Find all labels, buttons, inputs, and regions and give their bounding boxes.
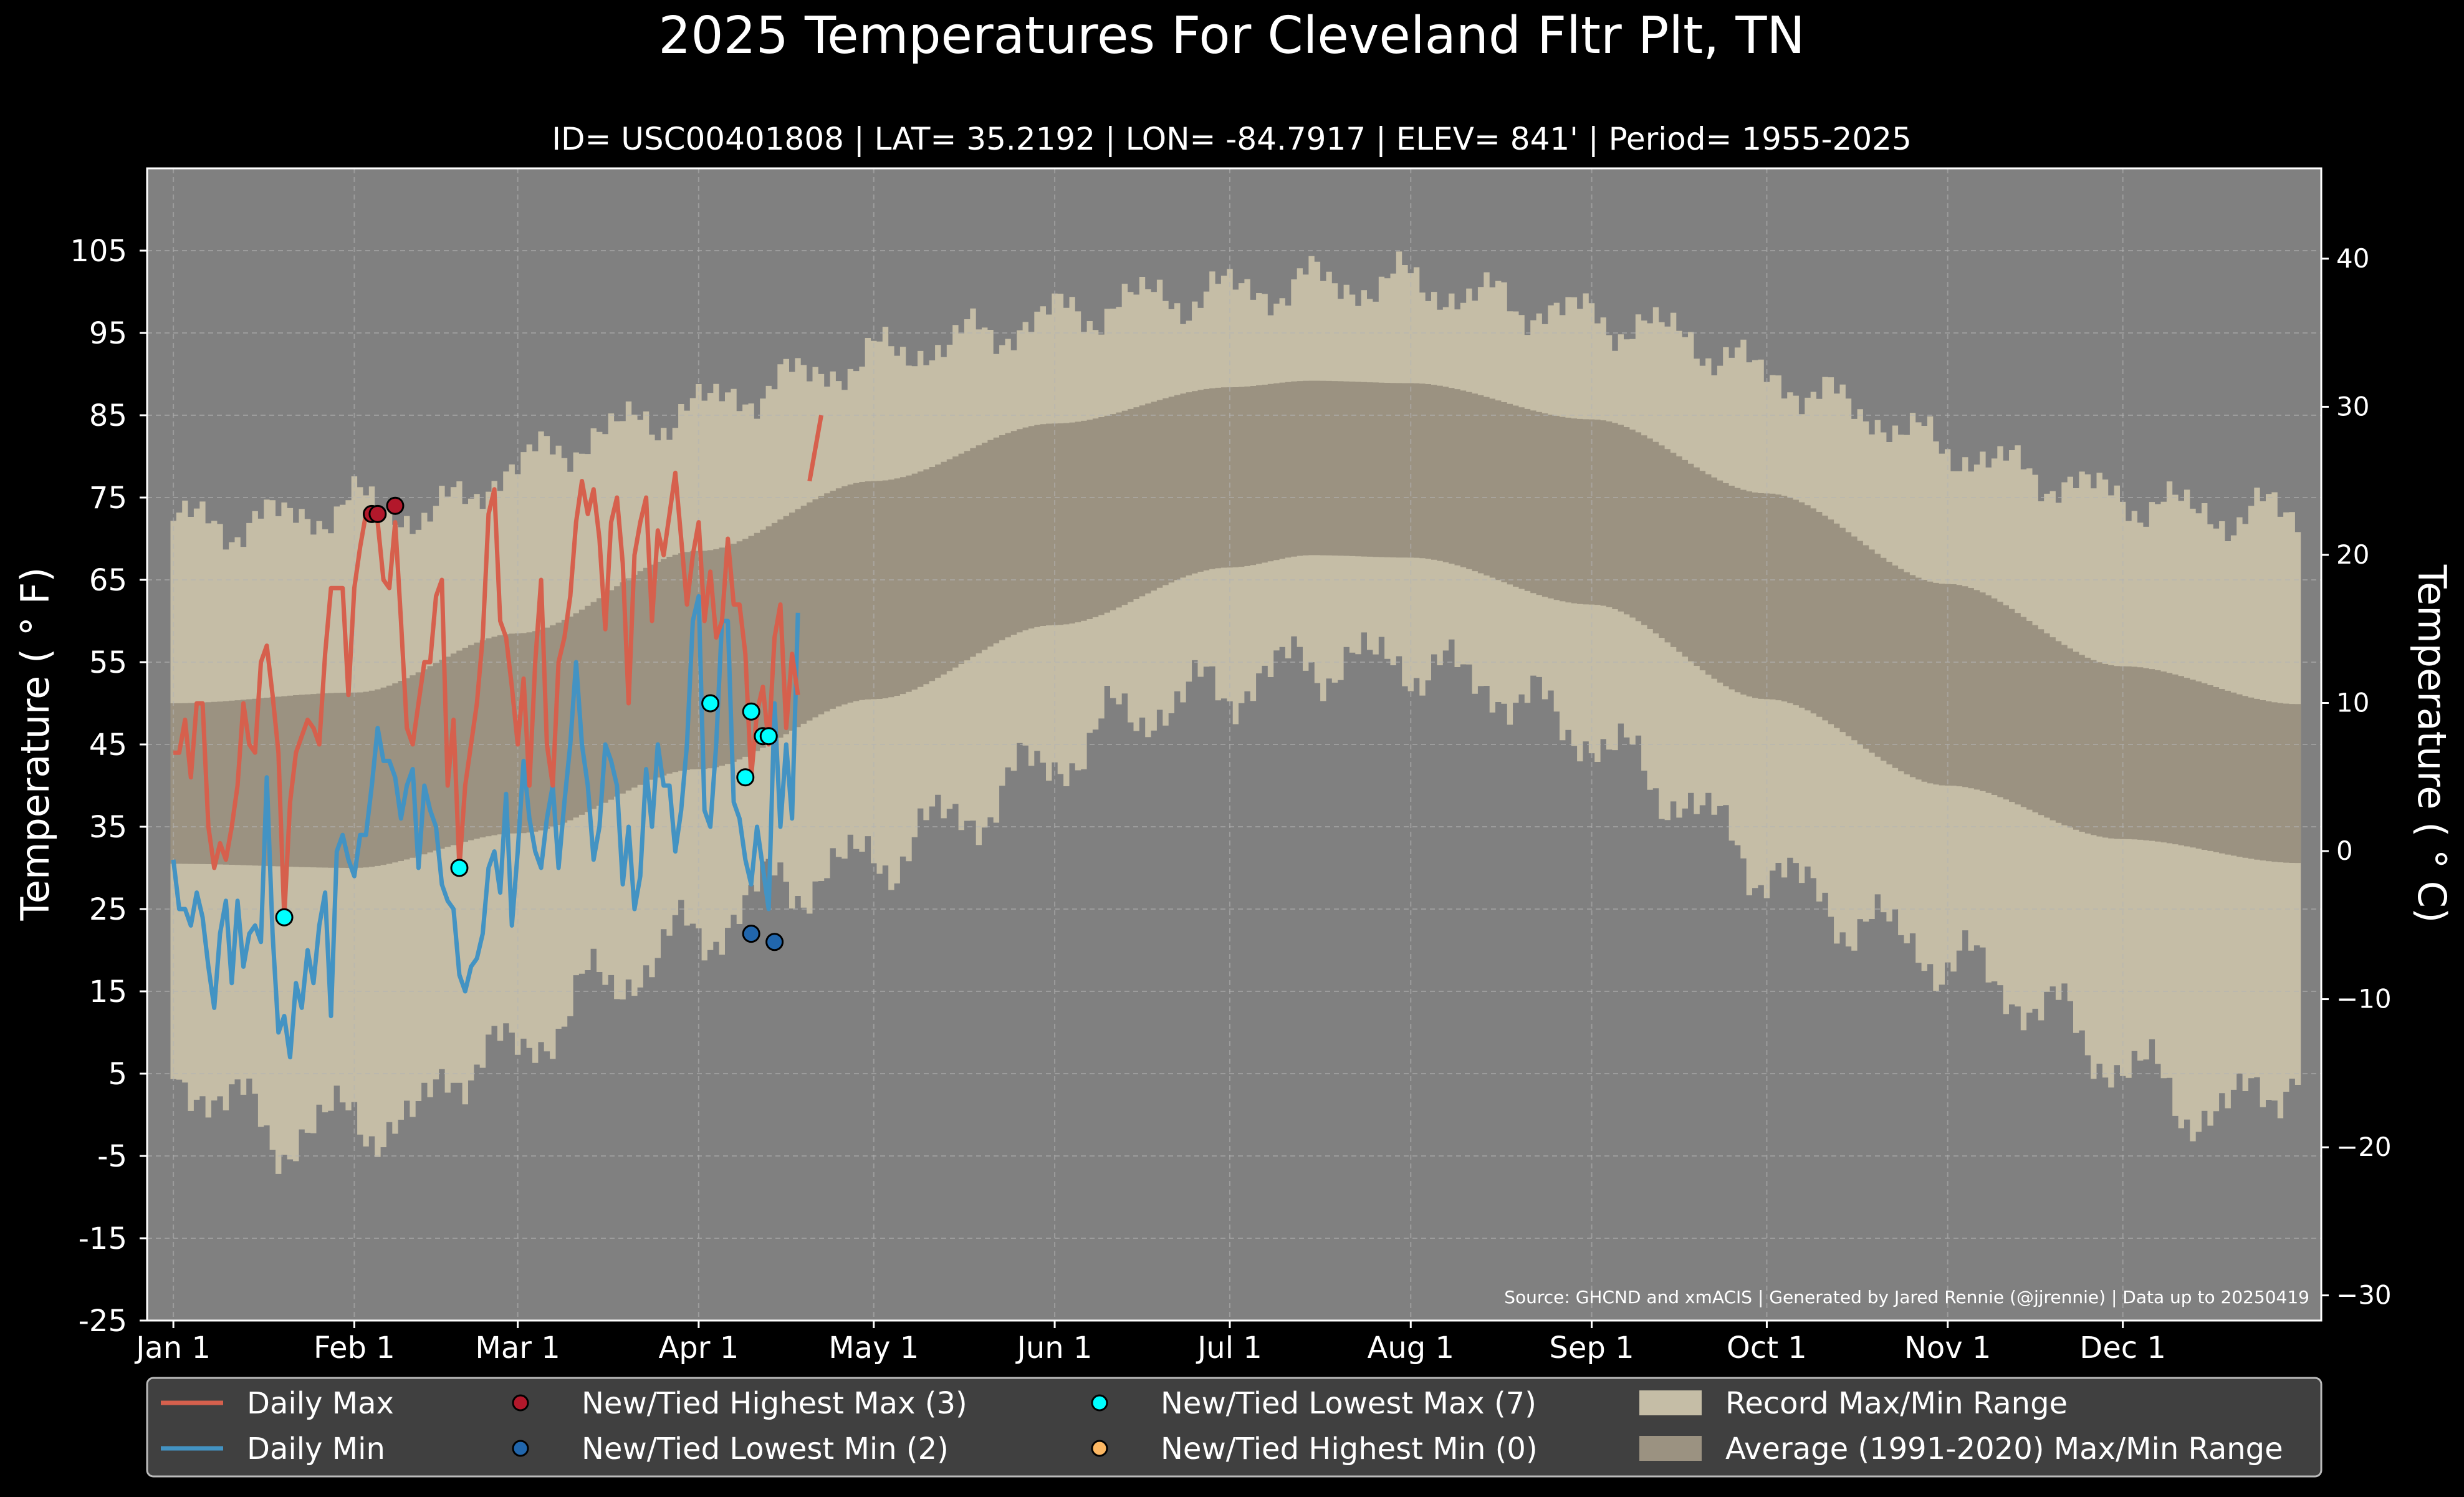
y-tick-label: 45 [89,728,127,763]
new-low-min-marker [742,925,760,943]
legend-label: Daily Min [247,1432,385,1466]
chart-subtitle: ID= USC00401808 | LAT= 35.2192 | LON= -8… [552,121,1912,157]
y2-tick-label: −10 [2336,984,2392,1014]
y-tick-label: 95 [89,316,127,351]
legend-label: Daily Max [247,1386,394,1421]
y-tick-label: 75 [89,481,127,516]
legend-swatch-patch [1639,1390,1702,1415]
legend-item: Record Max/Min Range [1639,1386,2068,1421]
legend-swatch-marker [1091,1394,1108,1412]
y-tick-label: 105 [70,234,127,269]
legend: Daily Max New/Tied Highest Max (3) New/Tie… [146,1377,2323,1478]
x-tick-label: Apr 1 [658,1331,739,1365]
legend-box [146,1377,2323,1478]
x-tick-label: Feb 1 [314,1331,395,1365]
legend-item: New/Tied Lowest Min (2) [512,1432,949,1466]
x-tick-label: Aug 1 [1367,1331,1454,1365]
daily-max-line-segment [807,415,823,482]
axes: -25 -15 -5 5 15 25 35 45 55 65 75 85 95 105 −30 −20 −10 0… [70,234,2391,1365]
source-credit: Source: GHCND and xmACIS | Generated by … [1504,1287,2309,1307]
new-low-min-marker [765,933,784,951]
x-tick-label: Sep 1 [1549,1331,1634,1365]
legend-label: Record Max/Min Range [1725,1386,2068,1421]
y2-tick-label: 40 [2336,243,2369,274]
legend-item: New/Tied Highest Min (0) [1091,1432,1538,1466]
y-tick-label: 65 [89,563,127,598]
new-high-max-marker [368,504,387,523]
legend-item: New/Tied Lowest Max (7) [1091,1386,1536,1421]
x-tick-label: Jul 1 [1196,1331,1262,1365]
x-tick-label: May 1 [828,1331,919,1365]
y2-tick-label: −20 [2336,1132,2392,1162]
y-tick-label: -15 [79,1221,127,1256]
record-range-band [170,251,2301,1174]
x-tick-label: Dec 1 [2079,1331,2166,1365]
daily-max-line [173,470,800,920]
y-tick-label: 55 [89,645,127,680]
chart-title: 2025 Temperatures For Cleveland Fltr Plt… [658,6,1805,65]
legend-item: Daily Max [161,1386,394,1421]
new-high-max-marker [386,496,405,515]
y-tick-label: 85 [89,398,127,433]
legend-swatch-patch [1639,1436,1702,1461]
y-tick-label: 35 [89,810,127,845]
x-tick-label: Oct 1 [1727,1331,1807,1365]
y-axis-label-celsius: Temperature ( ° C) [2409,564,2455,923]
y-tick-label: -25 [79,1304,127,1339]
legend-swatch-marker [1091,1440,1108,1457]
y2-tick-label: −30 [2336,1280,2392,1311]
daily-min-line [171,594,800,1060]
new-low-max-marker [742,702,760,721]
legend-item: New/Tied Highest Max (3) [512,1386,967,1421]
legend-label: New/Tied Lowest Min (2) [582,1432,949,1466]
y2-tick-label: 10 [2336,687,2369,718]
new-low-max-marker [701,694,720,713]
x-tick-label: Nov 1 [1904,1331,1991,1365]
legend-label: New/Tied Lowest Max (7) [1161,1386,1536,1421]
legend-label: New/Tied Highest Min (0) [1161,1432,1538,1466]
y2-tick-label: 20 [2336,539,2369,570]
legend-item: Daily Min [161,1432,385,1466]
legend-label: New/Tied Highest Max (3) [582,1386,967,1421]
legend-label: Average (1991-2020) Max/Min Range [1725,1432,2283,1466]
legend-item: Average (1991-2020) Max/Min Range [1639,1432,2283,1466]
new-low-max-marker [275,908,294,927]
legend-swatch-marker [512,1394,529,1412]
y-tick-label: -5 [97,1139,127,1174]
new-low-max-marker [736,768,755,787]
y-tick-label: 15 [89,975,127,1009]
new-low-max-marker [759,727,778,746]
x-tick-label: Jan 1 [134,1331,211,1365]
y-tick-label: 5 [108,1057,127,1092]
legend-swatch-marker [512,1440,529,1457]
x-tick-label: Mar 1 [475,1331,560,1365]
y2-tick-label: 0 [2336,835,2353,866]
y-axis-label-fahrenheit: Temperature ( ° F) [12,567,58,922]
y2-tick-label: 30 [2336,391,2369,421]
new-low-max-marker [450,859,469,877]
plot-area: -25 -15 -5 5 15 25 35 45 55 65 75 85 95 105 −30 −20 −10 0… [70,167,2392,1365]
y-tick-label: 25 [89,892,127,927]
x-tick-label: Jun 1 [1015,1331,1093,1365]
